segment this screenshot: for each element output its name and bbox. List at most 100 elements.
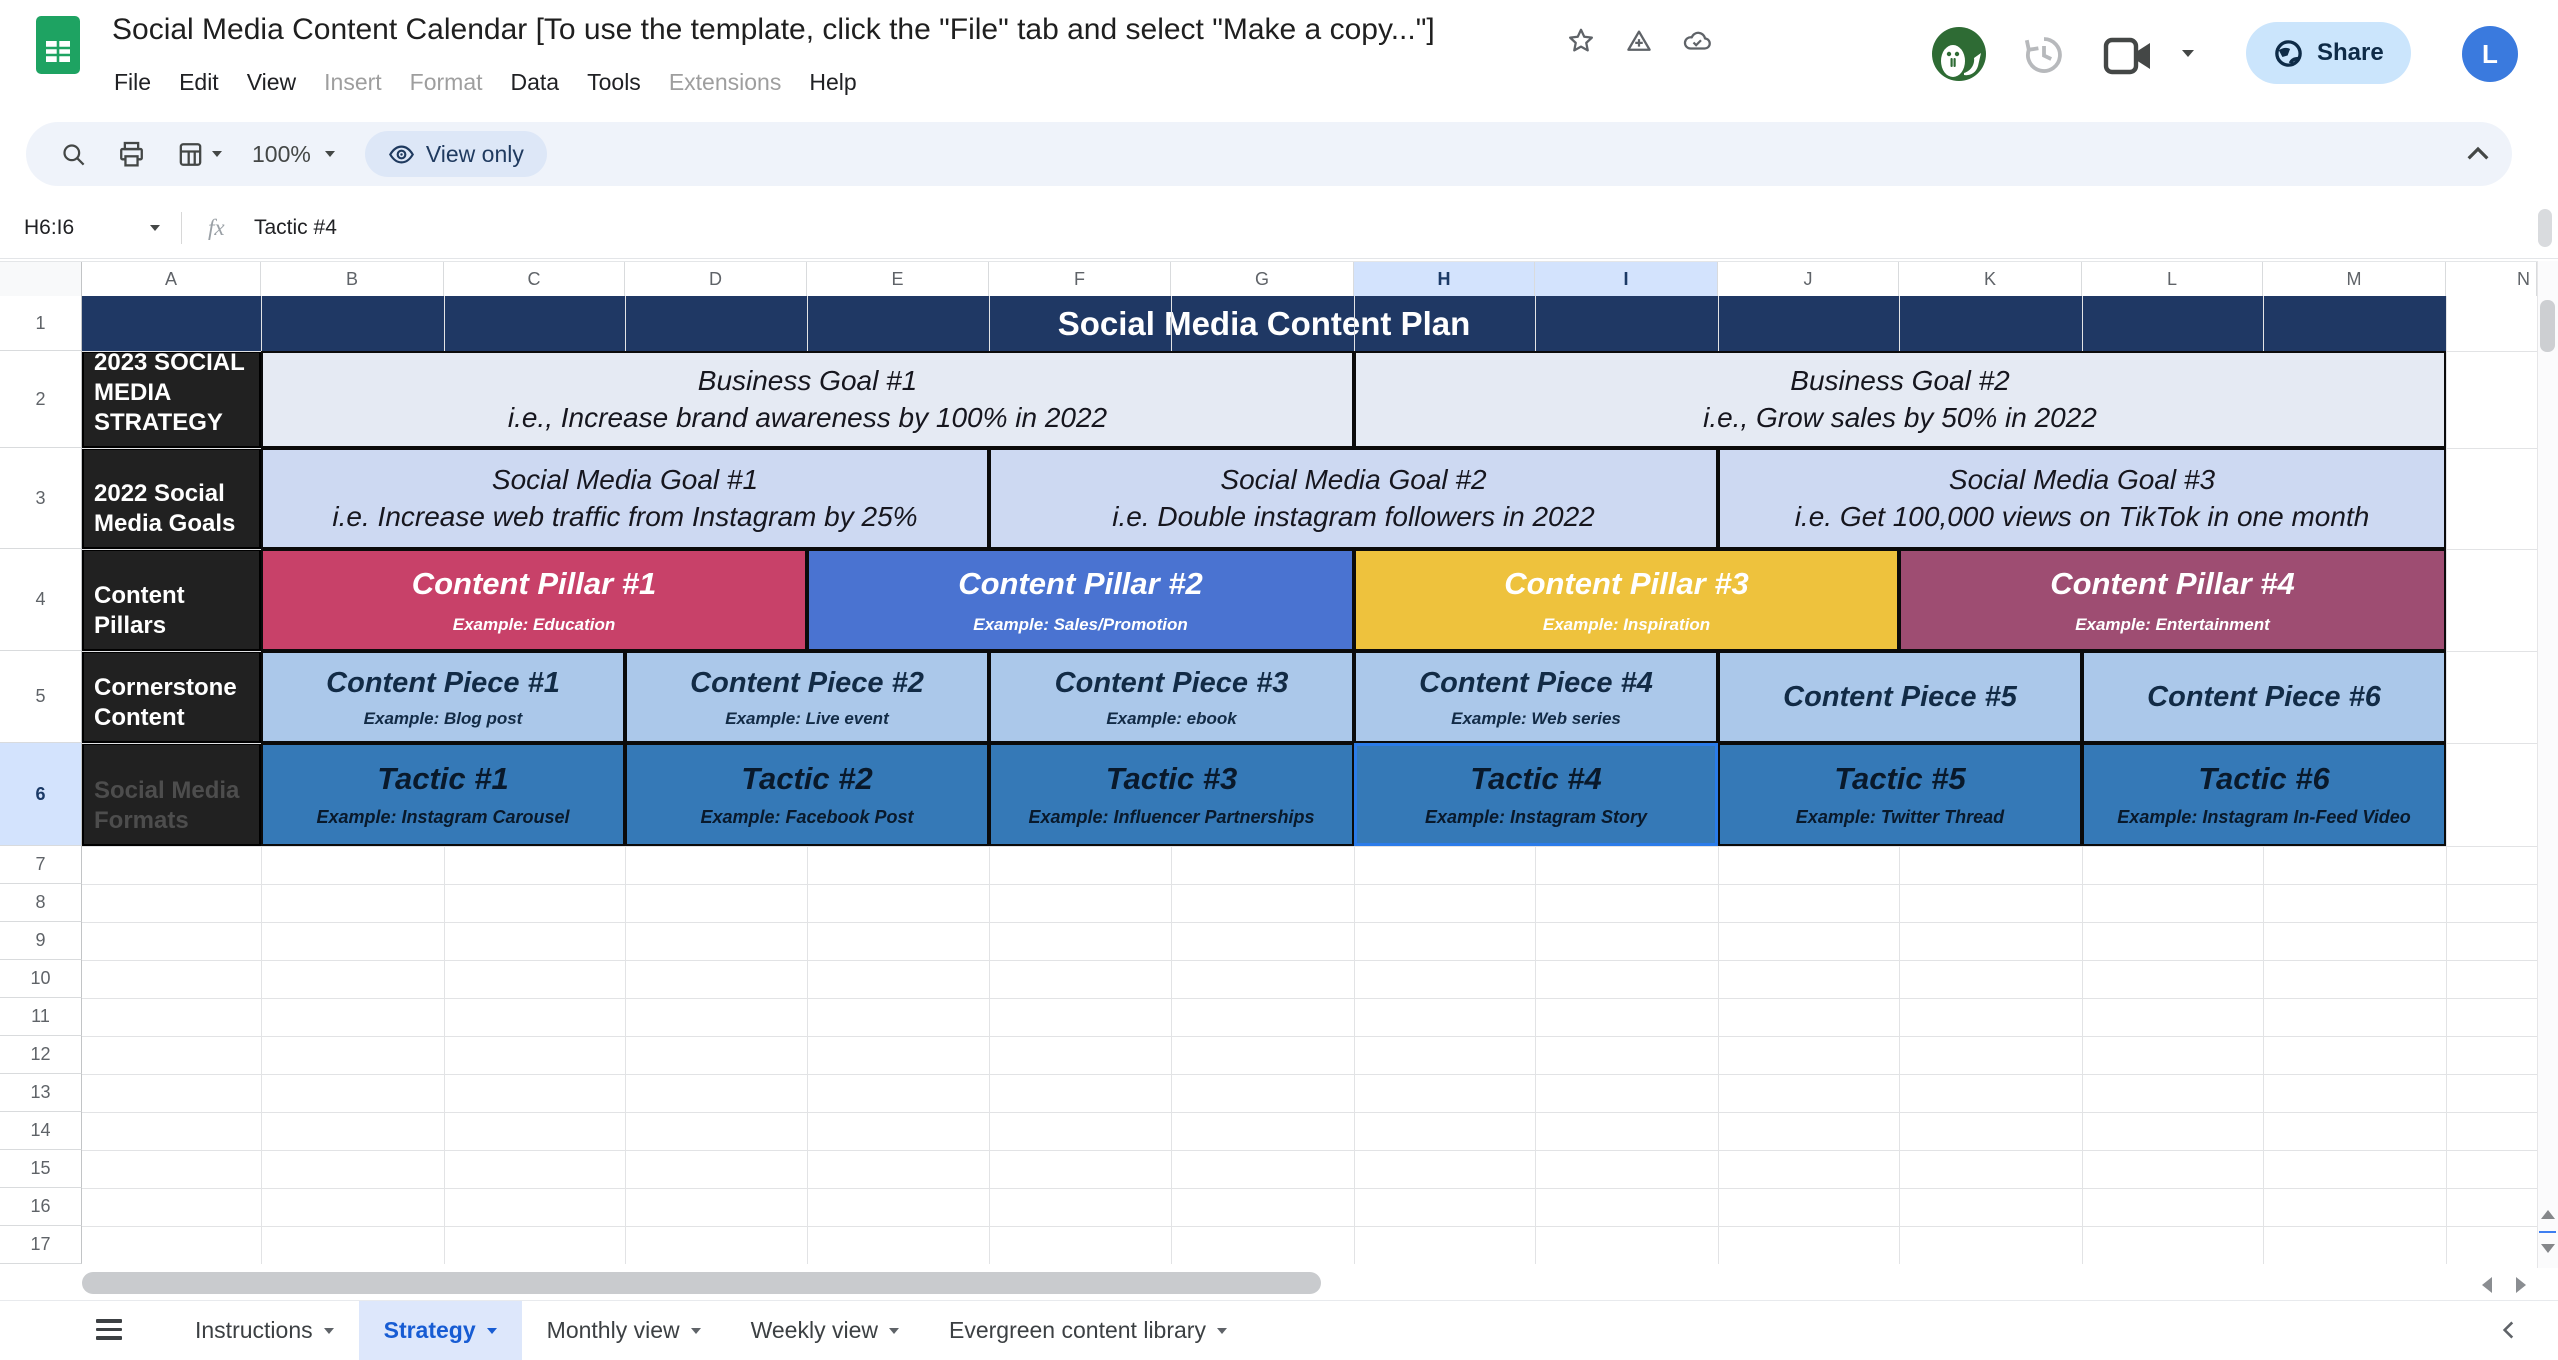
column-header-M[interactable]: M xyxy=(2263,262,2446,297)
cell-social-goal-3[interactable]: Social Media Goal #3 i.e. Get 100,000 vie… xyxy=(1718,448,2446,549)
scroll-down-arrow-icon[interactable] xyxy=(2541,1244,2555,1253)
cell-label-pillars[interactable]: Content Pillars xyxy=(82,549,261,651)
tab-caret-icon[interactable] xyxy=(323,1327,334,1334)
row-header-3[interactable]: 3 xyxy=(0,448,82,549)
menu-tools[interactable]: Tools xyxy=(587,68,641,95)
meet-camera-icon[interactable] xyxy=(2102,36,2156,76)
column-header-L[interactable]: L xyxy=(2082,262,2263,297)
cell-label-formats[interactable]: Social Media Formats xyxy=(82,743,261,846)
row-header-4[interactable]: 4 xyxy=(0,549,82,651)
cell-content-pillar-2[interactable]: Content Pillar #2 Example: Sales/Promotio… xyxy=(807,549,1354,651)
row-header-14[interactable]: 14 xyxy=(0,1112,82,1150)
name-box[interactable]: H6:I6 xyxy=(24,216,75,239)
menu-extensions[interactable]: Extensions xyxy=(668,68,782,95)
formula-input[interactable]: Tactic #4 xyxy=(254,216,337,239)
cell-tactic-1[interactable]: Tactic #1 Example: Instagram Carousel xyxy=(261,743,625,846)
cell-content-piece-3[interactable]: Content Piece #3 Example: ebook xyxy=(989,651,1354,743)
chevron-left-icon[interactable] xyxy=(2496,1317,2522,1343)
cell-tactic-6[interactable]: Tactic #6 Example: Instagram In-Feed Vide… xyxy=(2082,743,2446,846)
column-header-H[interactable]: H xyxy=(1354,262,1535,297)
tab-instructions[interactable]: Instructions xyxy=(170,1301,359,1360)
select-all-corner[interactable] xyxy=(0,262,82,297)
cell-tactic-2[interactable]: Tactic #2 Example: Facebook Post xyxy=(625,743,989,846)
column-header-G[interactable]: G xyxy=(1171,262,1354,297)
cell-content-pillar-3[interactable]: Content Pillar #3 Example: Inspiration xyxy=(1354,549,1899,651)
tab-caret-icon[interactable] xyxy=(1216,1327,1227,1334)
menu-help[interactable]: Help xyxy=(809,68,857,95)
cell-content-piece-4[interactable]: Content Piece #4 Example: Web series xyxy=(1354,651,1718,743)
column-header-D[interactable]: D xyxy=(625,262,807,297)
row-header-17[interactable]: 17 xyxy=(0,1226,82,1264)
tab-caret-icon[interactable] xyxy=(690,1327,701,1334)
column-header-K[interactable]: K xyxy=(1899,262,2082,297)
camera-dropdown-caret-icon[interactable] xyxy=(2182,50,2194,57)
cell-content-piece-5[interactable]: Content Piece #5 xyxy=(1718,651,2082,743)
column-header-J[interactable]: J xyxy=(1718,262,1899,297)
vertical-scrollbar-thumb[interactable] xyxy=(2540,300,2555,352)
formula-bar-scroll-thumb[interactable] xyxy=(2538,209,2552,247)
view-only-chip[interactable]: View only xyxy=(364,131,547,177)
row-header-6[interactable]: 6 xyxy=(0,743,82,846)
cell-content-piece-1[interactable]: Content Piece #1 Example: Blog post xyxy=(261,651,625,743)
row-header-9[interactable]: 9 xyxy=(0,922,82,960)
cell-tactic-5[interactable]: Tactic #5 Example: Twitter Thread xyxy=(1718,743,2082,846)
tab-caret-icon[interactable] xyxy=(888,1327,899,1334)
cell-banner-title[interactable]: Social Media Content Plan xyxy=(82,296,2446,351)
scroll-right-arrow-icon[interactable] xyxy=(2516,1277,2526,1293)
column-header-F[interactable]: F xyxy=(989,262,1171,297)
cell-business-goal-1[interactable]: Business Goal #1 i.e., Increase brand awa… xyxy=(261,351,1354,448)
menu-data[interactable]: Data xyxy=(510,68,560,95)
star-icon[interactable] xyxy=(1566,26,1596,56)
cloud-saved-icon[interactable] xyxy=(1682,26,1712,56)
name-box-caret-icon[interactable] xyxy=(150,225,160,231)
row-header-11[interactable]: 11 xyxy=(0,998,82,1036)
cell-content-piece-6[interactable]: Content Piece #6 xyxy=(2082,651,2446,743)
tab-weekly-view[interactable]: Weekly view xyxy=(726,1301,924,1360)
cell-tactic-4-selected[interactable]: Tactic #4 Example: Instagram Story xyxy=(1354,743,1718,846)
column-header-A[interactable]: A xyxy=(82,262,261,297)
cell-content-pillar-4[interactable]: Content Pillar #4 Example: Entertainment xyxy=(1899,549,2446,651)
cell-social-goal-2[interactable]: Social Media Goal #2 i.e. Double instagra… xyxy=(989,448,1718,549)
all-sheets-menu-button[interactable] xyxy=(96,1319,122,1345)
cell-label-goals[interactable]: 2022 Social Media Goals xyxy=(82,448,261,549)
row-header-1[interactable]: 1 xyxy=(0,296,82,351)
column-header-N[interactable]: N xyxy=(2446,262,2537,297)
tab-caret-icon[interactable] xyxy=(486,1327,497,1334)
search-icon[interactable] xyxy=(60,141,87,168)
cell-business-goal-2[interactable]: Business Goal #2 i.e., Grow sales by 50% … xyxy=(1354,351,2446,448)
column-header-E[interactable]: E xyxy=(807,262,989,297)
sheet-view-menu[interactable] xyxy=(176,140,222,169)
cell-tactic-3[interactable]: Tactic #3 Example: Influencer Partnership… xyxy=(989,743,1354,846)
row-header-8[interactable]: 8 xyxy=(0,884,82,922)
row-header-10[interactable]: 10 xyxy=(0,960,82,998)
menu-view[interactable]: View xyxy=(246,68,297,95)
document-title[interactable]: Social Media Content Calendar [To use th… xyxy=(112,13,1435,46)
collapse-toolbar-chevron-icon[interactable] xyxy=(2462,142,2494,164)
column-header-B[interactable]: B xyxy=(261,262,444,297)
cell-social-goal-1[interactable]: Social Media Goal #1 i.e. Increase web tr… xyxy=(261,448,989,549)
menu-edit[interactable]: Edit xyxy=(179,68,219,95)
row-header-15[interactable]: 15 xyxy=(0,1150,82,1188)
sheets-logo[interactable] xyxy=(36,16,80,74)
collaborator-avatar[interactable] xyxy=(1932,27,1986,81)
share-button[interactable]: Share xyxy=(2246,22,2411,84)
cell-content-piece-2[interactable]: Content Piece #2 Example: Live event xyxy=(625,651,989,743)
scroll-left-arrow-icon[interactable] xyxy=(2482,1277,2492,1293)
menu-insert[interactable]: Insert xyxy=(324,68,382,95)
column-header-I[interactable]: I xyxy=(1535,262,1718,297)
row-header-13[interactable]: 13 xyxy=(0,1074,82,1112)
user-avatar[interactable]: L xyxy=(2462,26,2518,82)
cell-label-strategy[interactable]: 2023 SOCIAL MEDIA STRATEGY xyxy=(82,349,261,448)
row-header-7[interactable]: 7 xyxy=(0,846,82,884)
row-header-16[interactable]: 16 xyxy=(0,1188,82,1226)
scroll-up-arrow-icon[interactable] xyxy=(2541,1210,2555,1219)
vertical-scrollbar-track[interactable] xyxy=(2537,261,2558,1268)
move-to-drive-icon[interactable] xyxy=(1624,26,1654,56)
tab-evergreen-content-library[interactable]: Evergreen content library xyxy=(924,1301,1252,1360)
column-header-C[interactable]: C xyxy=(444,262,625,297)
print-icon[interactable] xyxy=(117,140,146,169)
row-header-5[interactable]: 5 xyxy=(0,651,82,743)
row-header-2[interactable]: 2 xyxy=(0,351,82,448)
row-header-12[interactable]: 12 xyxy=(0,1036,82,1074)
version-history-icon[interactable] xyxy=(2020,31,2068,79)
